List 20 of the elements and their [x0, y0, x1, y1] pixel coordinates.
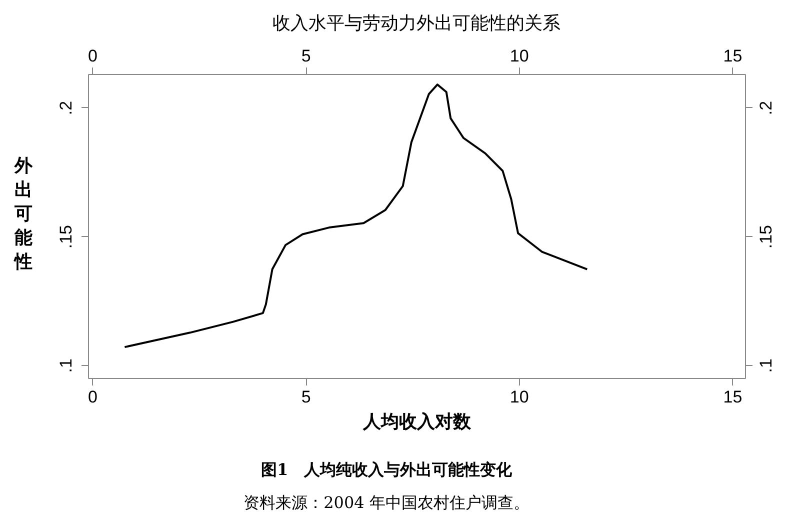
x2-tick-label: 5: [301, 388, 311, 406]
x2-tick-label: 0: [88, 388, 98, 406]
x-tick-label: 0: [88, 46, 98, 66]
caption: 图1 人均纯收入与外出可能性变化: [260, 460, 514, 479]
line-series: [124, 84, 588, 348]
x-axis-title: 人均收入对数: [362, 412, 472, 432]
x2-tick-label: 15: [723, 388, 742, 406]
chart-title: 收入水平与劳动力外出可能性的关系: [272, 13, 560, 34]
y-tick-label: .15: [56, 224, 76, 249]
y2-tick-label: .15: [756, 224, 776, 249]
y2-tick-label: .1: [756, 358, 776, 373]
x-tick-label: 15: [723, 46, 742, 66]
y-tick-label: .1: [56, 358, 76, 373]
text: 资料来源：2004 年中国农村住户调查。: [244, 493, 530, 512]
y-tick-label: .2: [56, 100, 76, 116]
x2-tick-label: 10: [510, 388, 529, 406]
x-tick-label: 10: [510, 46, 529, 66]
y2-tick-label: .2: [756, 100, 776, 116]
y-axis-title: 外出可能性: [14, 156, 34, 272]
x-tick-label: 5: [301, 46, 311, 66]
